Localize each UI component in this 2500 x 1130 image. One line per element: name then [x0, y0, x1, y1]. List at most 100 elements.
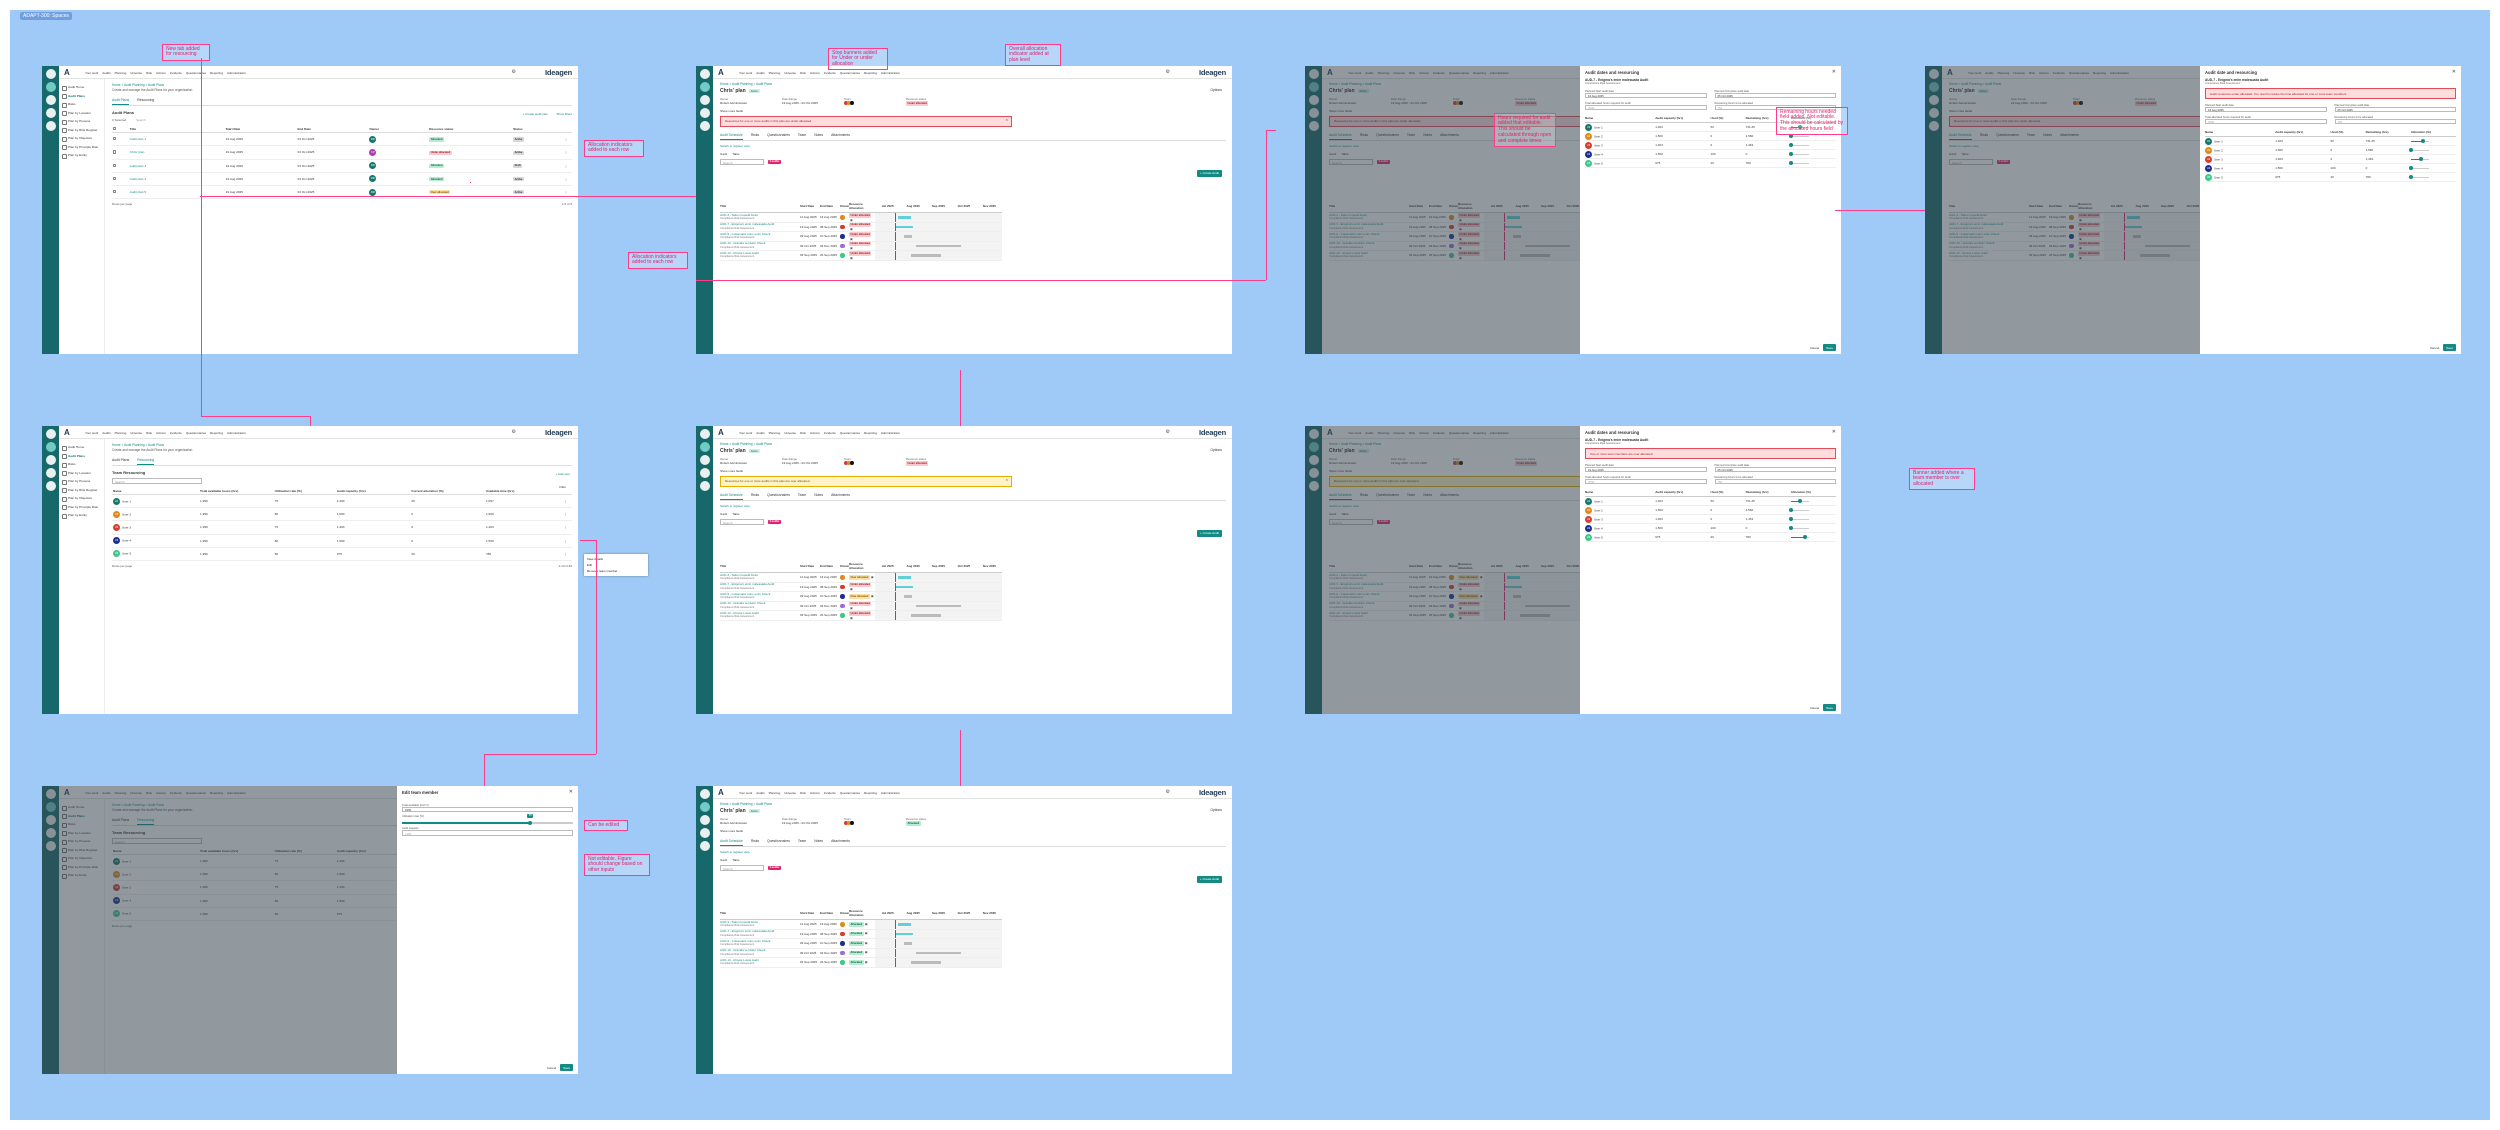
menu-item-6[interactable]: Incidents	[823, 430, 836, 435]
row-checkbox[interactable]	[113, 163, 117, 167]
menu-item-8[interactable]: Reporting	[210, 70, 224, 75]
menu-item-0[interactable]: Your work	[739, 790, 753, 795]
menu-item-7[interactable]: Questionnaires	[839, 70, 860, 75]
menu-item-1[interactable]: Audits	[756, 70, 765, 75]
slider-handle[interactable]	[2408, 148, 2413, 153]
breadcrumb[interactable]: Home > Audit Planning > Audit Plans	[112, 443, 165, 447]
audit-title[interactable]: AUD-7 - Enigma's enim malesuada Audit	[720, 223, 775, 227]
row-checkbox[interactable]	[113, 137, 117, 141]
filter-chip[interactable]: 4 audits	[768, 159, 781, 164]
slider-handle[interactable]	[2408, 166, 2413, 171]
menu-item-9[interactable]: Administration	[881, 430, 901, 435]
sidebar-item-4[interactable]: Plan by Process	[59, 477, 104, 486]
menu-item-8[interactable]: Reporting	[210, 430, 224, 435]
gantt-bar[interactable]	[895, 932, 914, 935]
sidebar-item-2[interactable]: Risks	[59, 100, 104, 109]
add-user-button[interactable]: + Add user	[555, 472, 570, 476]
close-icon[interactable]: ✕	[1831, 429, 1836, 435]
filter-button[interactable]: Filter	[559, 485, 566, 489]
audit-search-input[interactable]: Search	[720, 158, 764, 165]
plan-title[interactable]: Audit plan 3	[128, 159, 225, 173]
document-icon[interactable]	[699, 828, 710, 838]
menu-item-7[interactable]: Questionnaires	[185, 70, 206, 75]
audit-title[interactable]: AUD-4 - Talum Impedit Dolor	[720, 213, 759, 217]
slider-handle[interactable]	[1803, 535, 1808, 540]
rows-per-page[interactable]: Rows per page	[112, 202, 133, 207]
cancel-button[interactable]: Cancel	[1809, 345, 1820, 350]
date-input[interactable]: 05 Oct 2025	[1714, 466, 1836, 472]
risk-icon[interactable]	[45, 455, 56, 465]
tab-4[interactable]: Notes	[814, 132, 824, 137]
edit-allocation-icon[interactable]: ▣	[864, 940, 868, 945]
gantt-bar[interactable]	[915, 244, 962, 247]
table-row[interactable]: Chris' plan 19 Aug 2025 03 Oct 2025 CP Under…	[112, 145, 572, 160]
row-menu-item-1[interactable]: Edit	[587, 563, 593, 567]
breadcrumb[interactable]: Home > Audit Planning > Audit Plans	[720, 802, 773, 806]
edit-allocation-icon[interactable]: ▣	[864, 921, 868, 926]
home-icon[interactable]	[699, 789, 710, 799]
alert-close-icon[interactable]: ✕	[1005, 118, 1008, 123]
allocation-slider[interactable]	[2410, 157, 2429, 162]
table-toggle[interactable]: Table	[732, 511, 740, 516]
audit-title[interactable]: AUD-9 - Cowsmatic nunc enim Check	[720, 939, 771, 943]
menu-item-0[interactable]: Your work	[739, 70, 753, 75]
row-checkbox[interactable]	[113, 189, 117, 194]
menu-item-3[interactable]: Universe	[130, 430, 143, 435]
options-button[interactable]: Options	[1210, 808, 1222, 812]
menu-item-2[interactable]: Planning	[768, 430, 781, 435]
close-icon[interactable]: ✕	[2451, 69, 2456, 75]
plan-title[interactable]: Audit plan 5	[128, 185, 225, 200]
table-row[interactable]: Audit plan 5 19 Aug 2025 03 Oct 2025 RR Over…	[112, 185, 572, 200]
allocation-slider[interactable]	[1790, 535, 1809, 540]
menu-item-5[interactable]: Actions	[809, 790, 820, 795]
filter-chip[interactable]: 4 audits	[768, 865, 781, 870]
slider-handle[interactable]	[2418, 157, 2423, 162]
menu-item-0[interactable]: Your work	[85, 430, 99, 435]
date-input[interactable]: 19 Aug 2025	[2205, 106, 2327, 112]
tab-2[interactable]: Questionnaires	[767, 492, 790, 497]
options-button[interactable]: Options	[1210, 448, 1222, 452]
menu-item-2[interactable]: Planning	[114, 430, 127, 435]
create-audit-button[interactable]: + Create Audit	[1196, 170, 1222, 177]
date-input[interactable]: 05 Oct 2025	[2334, 106, 2456, 112]
plan-title[interactable]: Audit plan 1	[128, 132, 225, 147]
tab-1[interactable]: Risks	[750, 838, 760, 843]
tab-2[interactable]: Questionnaires	[767, 132, 790, 137]
tab-4[interactable]: Notes	[814, 838, 824, 843]
chart-icon[interactable]	[45, 481, 56, 491]
edit-allocation-icon[interactable]: ▣	[850, 255, 853, 260]
gantt-bar[interactable]	[910, 254, 942, 257]
save-button[interactable]: Save	[1823, 344, 1836, 351]
plan-title[interactable]: Chris' plan	[128, 145, 225, 160]
menu-item-2[interactable]: Planning	[114, 70, 127, 75]
menu-item-8[interactable]: Reporting	[864, 430, 878, 435]
close-icon[interactable]: ✕	[1831, 69, 1836, 75]
edit-allocation-icon[interactable]: ▣	[850, 246, 853, 251]
sidebar-item-3[interactable]: Plan by Location	[59, 109, 104, 118]
risk-icon[interactable]	[45, 95, 56, 105]
cancel-button[interactable]: Cancel	[2429, 345, 2440, 350]
show-more-link[interactable]: Show more fields	[720, 828, 744, 833]
audit-title[interactable]: AUD-9 - Cowsmatic nunc enim Check	[720, 592, 771, 596]
audit-title[interactable]: AUD-10 - Gravida vel dolor Check	[720, 242, 766, 246]
allocation-slider[interactable]	[2408, 166, 2429, 171]
row-menu-icon[interactable]: ⋮	[559, 159, 572, 173]
notification-bell-icon[interactable]: ⚙	[511, 69, 516, 75]
sidebar-item-5[interactable]: Plan by Risk Register	[59, 126, 104, 135]
date-input[interactable]: 05 Oct 2025	[1714, 92, 1836, 98]
audit-title[interactable]: AUD-4 - Talum Impedit Dolor	[720, 920, 759, 924]
tab-audit-plans[interactable]: Audit Plans	[112, 97, 130, 105]
switch-view-link[interactable]: Switch to register view	[720, 503, 750, 508]
alert-close-icon[interactable]: ✕	[1005, 478, 1008, 483]
gantt-bar[interactable]	[904, 942, 912, 945]
search-input[interactable]: Search	[136, 118, 146, 122]
menu-item-3[interactable]: Universe	[784, 790, 797, 795]
tab-audit-plans[interactable]: Audit Plans	[112, 458, 130, 462]
